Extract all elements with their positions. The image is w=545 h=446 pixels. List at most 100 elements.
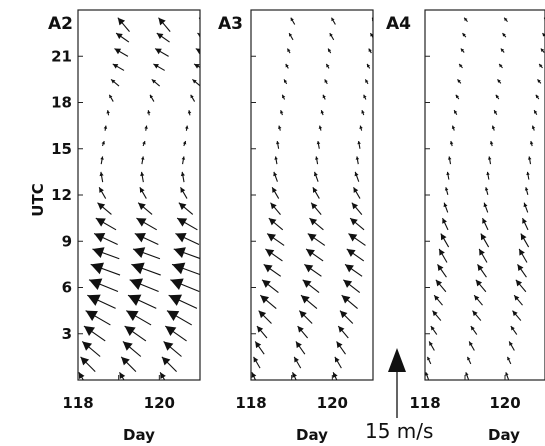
- wind-vector-head: [122, 341, 133, 351]
- y-tick-label: 18: [51, 94, 72, 112]
- wind-vector: [254, 341, 265, 355]
- wind-vector: [517, 264, 527, 278]
- wind-vector-head: [78, 372, 85, 379]
- wind-vector-head: [90, 262, 104, 275]
- wind-vector-head: [464, 17, 468, 22]
- wind-vector: [180, 171, 185, 183]
- wind-vector-head: [486, 171, 490, 176]
- wind-vector: [161, 356, 177, 372]
- wind-vector-head: [455, 94, 460, 99]
- wind-vector-head: [537, 79, 541, 83]
- wind-vector-head: [363, 94, 367, 99]
- wind-vector: [98, 187, 107, 199]
- wind-vector: [366, 63, 371, 69]
- wind-vector: [290, 17, 296, 25]
- wind-vector-head: [332, 372, 338, 378]
- wind-vector-head: [129, 278, 144, 291]
- wind-vector-head: [510, 326, 515, 331]
- y-tick-label: 12: [51, 186, 72, 204]
- wind-vector-head: [190, 94, 194, 99]
- wind-vector: [127, 294, 157, 309]
- wind-vector: [158, 17, 171, 33]
- wind-vector-head: [311, 202, 318, 210]
- wind-vector-head: [127, 294, 142, 306]
- wind-vector-head: [542, 33, 545, 37]
- wind-vector-head: [99, 171, 104, 177]
- wind-vector-head: [194, 63, 200, 69]
- wind-vector: [271, 187, 280, 199]
- wind-vector: [486, 171, 490, 180]
- wind-vector: [163, 341, 182, 357]
- wind-vector: [286, 48, 291, 54]
- wind-vector-head: [316, 141, 321, 145]
- wind-vector-head: [182, 141, 187, 145]
- wind-vector: [159, 372, 166, 380]
- wind-vector-head: [251, 372, 257, 378]
- wind-vector-head: [368, 48, 372, 53]
- scale-vector: 15 m/s: [365, 348, 433, 443]
- wind-vector-head: [529, 141, 534, 145]
- wind-vector: [527, 156, 532, 165]
- wind-vector: [533, 109, 538, 115]
- wind-vector-head: [454, 110, 458, 114]
- wind-vector: [126, 310, 152, 326]
- wind-vector-head: [119, 372, 126, 379]
- wind-vector-shaft: [198, 17, 200, 20]
- wind-vector: [119, 372, 126, 380]
- wind-vector: [332, 372, 338, 380]
- wind-vector-head: [279, 110, 284, 114]
- wind-vector-head: [341, 295, 351, 304]
- wind-vector-head: [121, 356, 130, 366]
- wind-vector: [515, 279, 527, 293]
- wind-vector: [531, 125, 536, 131]
- wind-vector-head: [180, 187, 186, 193]
- wind-vector-head: [126, 310, 139, 322]
- wind-vector-head: [505, 372, 509, 376]
- wind-vector-head: [97, 202, 106, 210]
- panel-a2-x-axis-label: Day: [123, 426, 155, 444]
- wind-vector: [195, 48, 200, 55]
- wind-vector-head: [144, 125, 148, 129]
- wind-vector-head: [535, 94, 540, 99]
- wind-vector: [97, 202, 112, 215]
- wind-vector-head: [357, 141, 361, 145]
- wind-vector: [129, 278, 159, 292]
- wind-vector-head: [318, 125, 323, 129]
- wind-vector: [81, 341, 101, 357]
- wind-vector-head: [500, 48, 505, 52]
- wind-vector-head: [140, 171, 145, 177]
- wind-vector-head: [526, 171, 530, 176]
- x-tick-label: 120: [317, 394, 348, 412]
- wind-vector-head: [302, 279, 312, 288]
- wind-vector: [368, 48, 372, 54]
- wind-vector: [325, 63, 330, 69]
- wind-vector: [101, 140, 105, 147]
- wind-vector: [90, 262, 121, 276]
- wind-vector-head: [427, 356, 431, 361]
- wind-vector-head: [440, 233, 447, 241]
- wind-vector-head: [155, 48, 162, 55]
- wind-vector: [483, 202, 489, 213]
- wind-vector: [117, 17, 130, 33]
- wind-vector: [432, 310, 442, 321]
- wind-vector: [520, 233, 530, 248]
- wind-vector-head: [479, 248, 485, 256]
- wind-vector-head: [160, 372, 166, 379]
- wind-vector: [173, 247, 200, 260]
- wind-vector: [184, 125, 189, 131]
- wind-vector-head: [539, 63, 543, 68]
- wind-vector: [529, 140, 534, 147]
- wind-vector-head: [477, 264, 484, 272]
- panel-a4-frame: [424, 9, 545, 381]
- wind-vector: [428, 341, 435, 351]
- wind-vector-head: [497, 79, 501, 83]
- wind-vector: [339, 310, 354, 324]
- wind-vector: [182, 140, 187, 147]
- wind-vector: [314, 156, 319, 165]
- wind-vector-head: [520, 233, 527, 241]
- wind-vector: [524, 187, 529, 195]
- panel-a2-x-tick-labels: 118 120: [62, 394, 175, 412]
- wind-vector: [510, 325, 518, 335]
- wind-vector: [122, 341, 142, 357]
